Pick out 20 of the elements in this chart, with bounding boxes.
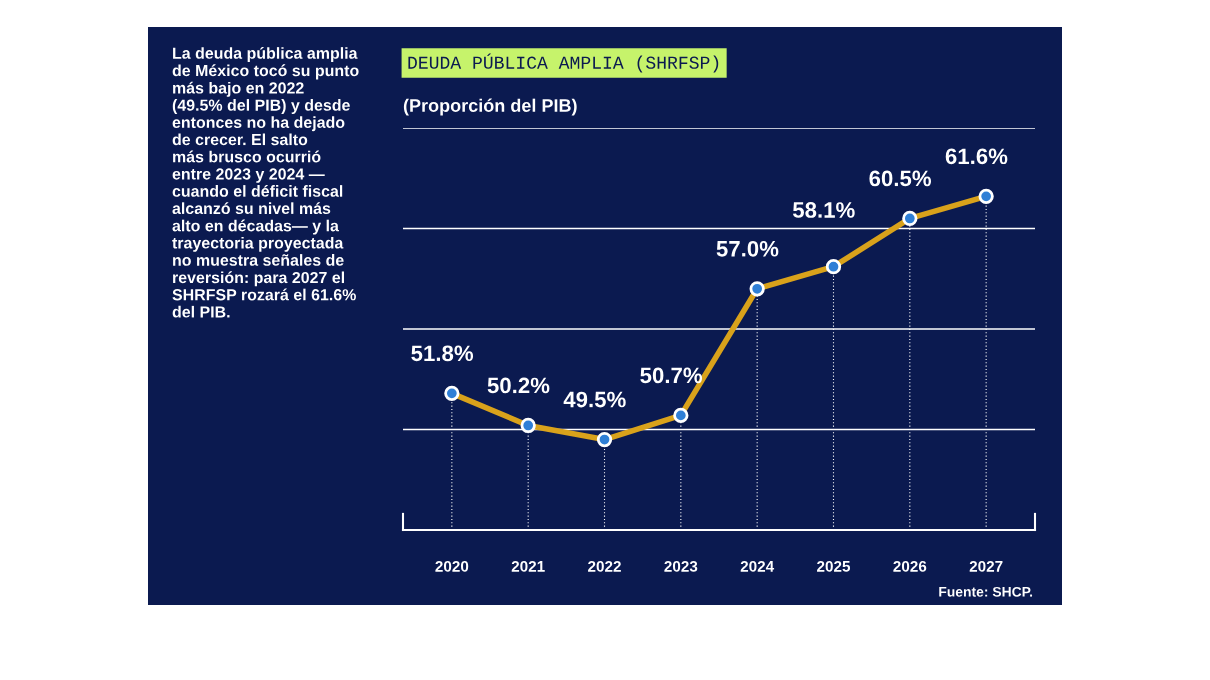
source-note: Fuente: SHCP.: [939, 586, 1033, 597]
x-tick-label: 2024: [740, 560, 775, 572]
text: La deuda pública amplia de México tocó su punto más bajo en 2022 (49.5% del PIB) y desde entonces no ha dejado de crecer. El salto más brusco ocurrió entre 2023 y 2024 — cuando el déficit fiscal alcanzó su nivel más alto en décadas— y la trayectoria proyectada no muestra señales de reversión: para 2027 el SHRFSP rozará el 61.6% del PIB.: [172, 47, 359, 318]
x-tick-label: 2020: [435, 560, 469, 572]
data-label: 49.5%: [563, 391, 626, 408]
chart-subtitle: (Proporción del PIB): [403, 98, 577, 116]
x-tick-label: 2026: [893, 560, 927, 572]
x-tick-label: 2025: [817, 560, 851, 572]
data-label: 51.8%: [411, 345, 474, 362]
chart-title: DEUDA PÚBLICA AMPLIA (SHRFSP): [408, 53, 719, 73]
x-tick-label: 2022: [588, 560, 621, 572]
data-label: 50.2%: [487, 377, 550, 394]
data-label: 60.5%: [869, 170, 932, 187]
x-tick-label: 2023: [664, 560, 698, 572]
data-label: 57.0%: [716, 240, 779, 257]
x-tick-label: 2021: [511, 560, 545, 572]
data-label: 61.6%: [945, 148, 1008, 165]
x-tick-label: 2027: [969, 560, 1003, 572]
data-label: 58.1%: [792, 202, 855, 218]
data-label: 50.7%: [640, 367, 703, 384]
